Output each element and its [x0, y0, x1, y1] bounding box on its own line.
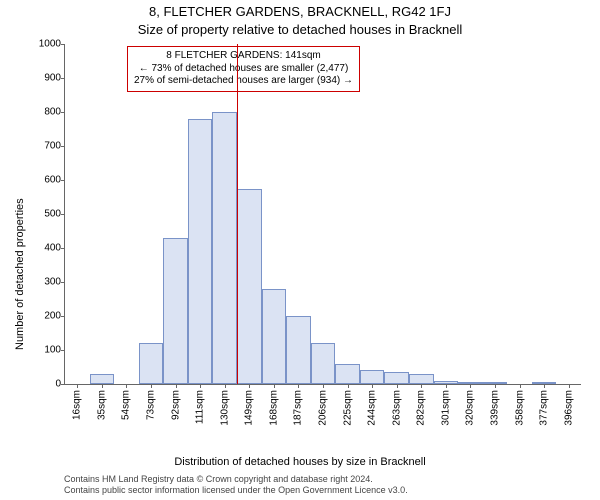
x-tick-mark [372, 384, 373, 388]
x-tick-mark [151, 384, 152, 388]
histogram-bar [163, 238, 188, 384]
y-tick-label: 300 [44, 277, 61, 288]
x-tick-label: 244sqm [367, 390, 378, 426]
y-tick-label: 1000 [39, 39, 61, 50]
y-tick-mark [61, 248, 65, 249]
x-tick-label: 320sqm [465, 390, 476, 426]
attribution-line-1: Contains HM Land Registry data © Crown c… [64, 474, 408, 485]
histogram-bar [188, 119, 213, 384]
x-tick-label: 92sqm [170, 390, 181, 420]
histogram-bar [384, 372, 409, 384]
x-tick-mark [348, 384, 349, 388]
x-tick-mark [323, 384, 324, 388]
y-tick-mark [61, 44, 65, 45]
x-tick-label: 339sqm [490, 390, 501, 426]
histogram-bar [212, 112, 237, 384]
x-tick-label: 263sqm [391, 390, 402, 426]
y-tick-label: 600 [44, 175, 61, 186]
x-tick-mark [520, 384, 521, 388]
histogram-bar [409, 374, 434, 384]
y-tick-mark [61, 112, 65, 113]
x-tick-mark [470, 384, 471, 388]
histogram-bar [360, 370, 385, 384]
histogram-bar [139, 343, 164, 384]
x-tick-label: 35sqm [96, 390, 107, 420]
x-tick-label: 358sqm [514, 390, 525, 426]
x-tick-mark [495, 384, 496, 388]
x-tick-mark [421, 384, 422, 388]
x-tick-label: 187sqm [293, 390, 304, 426]
x-tick-label: 111sqm [195, 390, 206, 424]
y-tick-label: 100 [44, 345, 61, 356]
y-tick-mark [61, 282, 65, 283]
subtitle: Size of property relative to detached ho… [0, 22, 600, 37]
x-tick-mark [126, 384, 127, 388]
x-tick-mark [446, 384, 447, 388]
x-tick-label: 73sqm [146, 390, 157, 420]
y-tick-label: 700 [44, 141, 61, 152]
y-tick-mark [61, 78, 65, 79]
y-tick-label: 400 [44, 243, 61, 254]
y-tick-mark [61, 180, 65, 181]
x-tick-mark [298, 384, 299, 388]
y-tick-label: 500 [44, 209, 61, 220]
address-title: 8, FLETCHER GARDENS, BRACKNELL, RG42 1FJ [0, 4, 600, 19]
x-tick-mark [102, 384, 103, 388]
annotation-line-2: ← 73% of detached houses are smaller (2,… [134, 63, 353, 76]
histogram-bar [90, 374, 115, 384]
y-axis-label: Number of detached properties [14, 198, 26, 350]
y-tick-mark [61, 214, 65, 215]
x-tick-label: 396sqm [563, 390, 574, 426]
histogram-bar [335, 364, 360, 384]
x-tick-label: 168sqm [268, 390, 279, 426]
x-tick-mark [249, 384, 250, 388]
y-tick-mark [61, 384, 65, 385]
x-tick-label: 282sqm [416, 390, 427, 426]
y-tick-mark [61, 316, 65, 317]
attribution-line-2: Contains public sector information licen… [64, 485, 408, 496]
attribution: Contains HM Land Registry data © Crown c… [64, 474, 408, 496]
histogram-plot: 8 FLETCHER GARDENS: 141sqm ← 73% of deta… [64, 44, 581, 385]
x-tick-mark [569, 384, 570, 388]
y-tick-label: 800 [44, 107, 61, 118]
x-tick-label: 149sqm [244, 390, 255, 426]
x-tick-label: 130sqm [219, 390, 230, 426]
x-tick-label: 16sqm [72, 390, 83, 420]
x-tick-label: 301sqm [440, 390, 451, 426]
annotation-line-1: 8 FLETCHER GARDENS: 141sqm [134, 50, 353, 63]
marker-line [237, 44, 238, 384]
annotation-box: 8 FLETCHER GARDENS: 141sqm ← 73% of deta… [127, 46, 360, 92]
y-tick-label: 200 [44, 311, 61, 322]
x-tick-mark [274, 384, 275, 388]
x-tick-mark [544, 384, 545, 388]
x-axis-label: Distribution of detached houses by size … [0, 456, 600, 468]
histogram-bar [262, 289, 287, 384]
annotation-line-3: 27% of semi-detached houses are larger (… [134, 75, 353, 88]
y-tick-label: 900 [44, 73, 61, 84]
histogram-bar [311, 343, 336, 384]
x-tick-label: 377sqm [539, 390, 550, 426]
y-tick-mark [61, 146, 65, 147]
histogram-bar [237, 189, 262, 385]
x-tick-mark [200, 384, 201, 388]
x-tick-label: 206sqm [318, 390, 329, 426]
x-tick-mark [225, 384, 226, 388]
x-tick-mark [176, 384, 177, 388]
y-tick-mark [61, 350, 65, 351]
x-tick-mark [77, 384, 78, 388]
histogram-bar [286, 316, 311, 384]
x-tick-label: 225sqm [342, 390, 353, 426]
x-tick-label: 54sqm [121, 390, 132, 420]
x-tick-mark [397, 384, 398, 388]
